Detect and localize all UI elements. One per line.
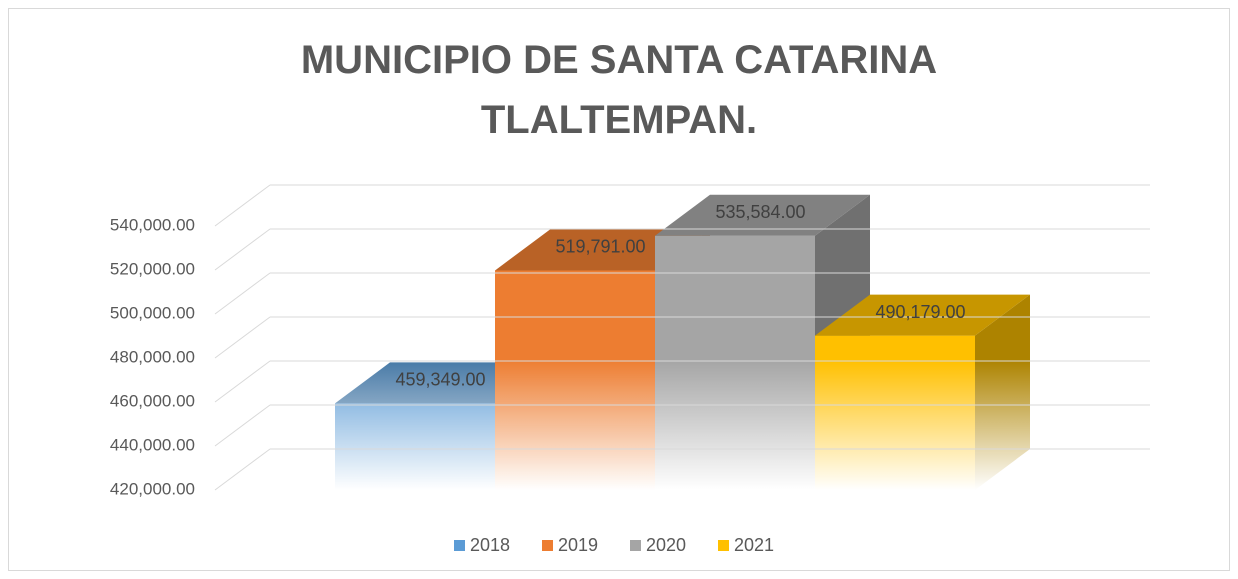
y-tick-label: 420,000.00: [110, 479, 195, 498]
legend-swatch: [630, 540, 641, 551]
legend-swatch: [542, 540, 553, 551]
grid-line-side: [214, 272, 271, 315]
data-label: 459,349.00: [395, 370, 485, 390]
legend-label: 2020: [646, 535, 686, 555]
bar: [655, 235, 815, 490]
bar-side: [975, 294, 1030, 490]
data-label: 519,791.00: [555, 237, 645, 257]
bar: [815, 335, 975, 490]
legend-swatch: [718, 540, 729, 551]
y-tick-label: 440,000.00: [110, 435, 195, 454]
legend-swatch: [454, 540, 465, 551]
y-tick-label: 480,000.00: [110, 347, 195, 366]
bar: [335, 403, 495, 490]
grid-line-side: [214, 228, 271, 271]
chart-title: MUNICIPIO DE SANTA CATARINA TLALTEMPAN.: [300, 38, 938, 142]
grid-line-side: [214, 360, 271, 403]
y-tick-label: 520,000.00: [110, 259, 195, 278]
y-tick-label: 500,000.00: [110, 303, 195, 322]
grid-line-side: [214, 448, 271, 491]
y-tick-label: 540,000.00: [110, 215, 195, 234]
data-label: 535,584.00: [715, 202, 805, 222]
legend-label: 2019: [558, 535, 598, 555]
grid-line-side: [214, 316, 271, 359]
data-label: 490,179.00: [875, 302, 965, 322]
bar-top: [655, 194, 870, 236]
bar: [495, 270, 655, 490]
y-tick-label: 460,000.00: [110, 391, 195, 410]
bar-top: [815, 294, 1030, 336]
grid-line-side: [214, 404, 271, 447]
legend-label: 2018: [470, 535, 510, 555]
legend-label: 2021: [734, 535, 774, 555]
grid-line-side: [214, 184, 271, 227]
